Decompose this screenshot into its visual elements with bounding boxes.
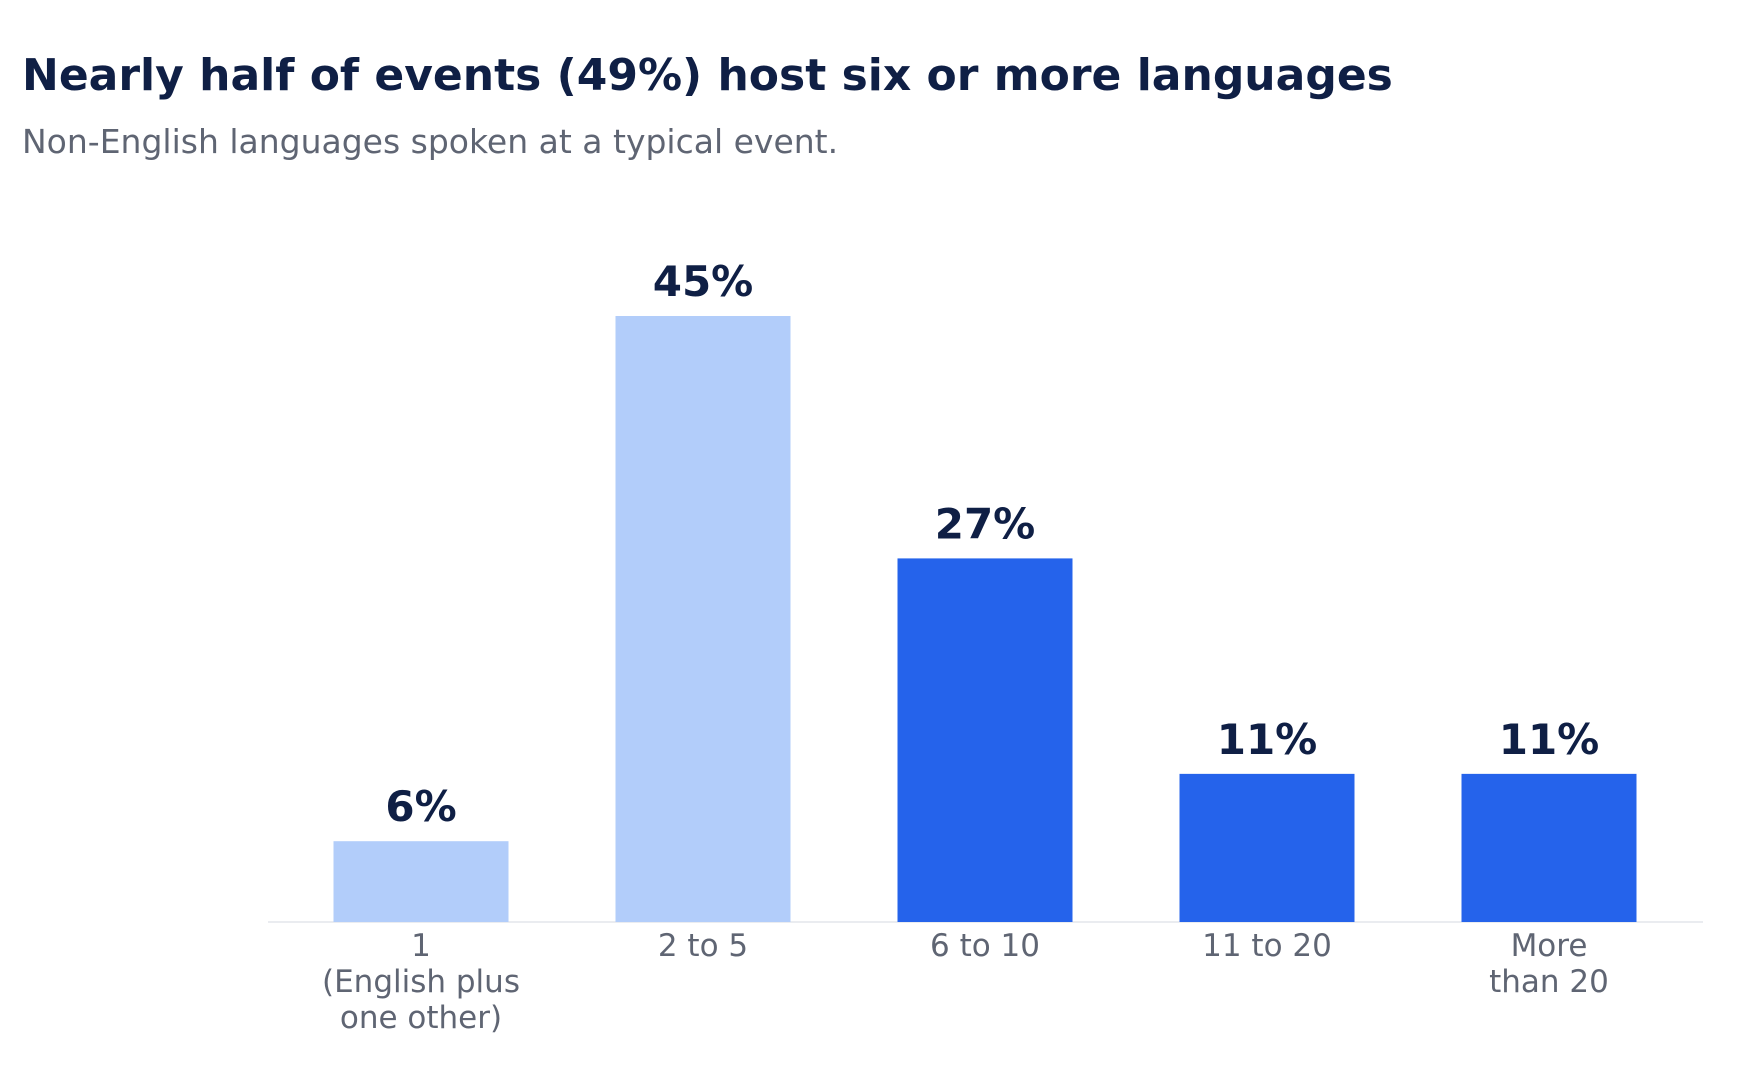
bar-value-label: 27% (935, 499, 1036, 548)
bar-value-label: 6% (385, 782, 456, 831)
bar-value-label: 11% (1499, 715, 1600, 764)
x-tick-label: (English plus (322, 964, 520, 1000)
chart-title: Nearly half of events (49%) host six or … (22, 50, 1393, 101)
bars-group (333, 316, 1637, 922)
x-tick-label: More (1511, 928, 1588, 964)
x-tick-label: 6 to 10 (930, 928, 1040, 964)
bar-value-label: 45% (653, 257, 754, 306)
bar (1179, 773, 1355, 922)
x-tick-label: 11 to 20 (1202, 928, 1332, 964)
x-tick-label: 1 (411, 928, 431, 964)
x-tick-label: than 20 (1489, 964, 1609, 1000)
x-tick-label: 2 to 5 (658, 928, 748, 964)
x-tick-label: one other) (340, 1000, 502, 1036)
bar (1461, 773, 1637, 922)
bar (897, 558, 1073, 922)
value-labels-group: 6% 45% 27% 11% 11% (385, 257, 1599, 831)
bar (615, 316, 791, 922)
chart-subtitle: Non-English languages spoken at a typica… (22, 122, 839, 161)
bar (333, 841, 509, 922)
bar-value-label: 11% (1217, 715, 1318, 764)
